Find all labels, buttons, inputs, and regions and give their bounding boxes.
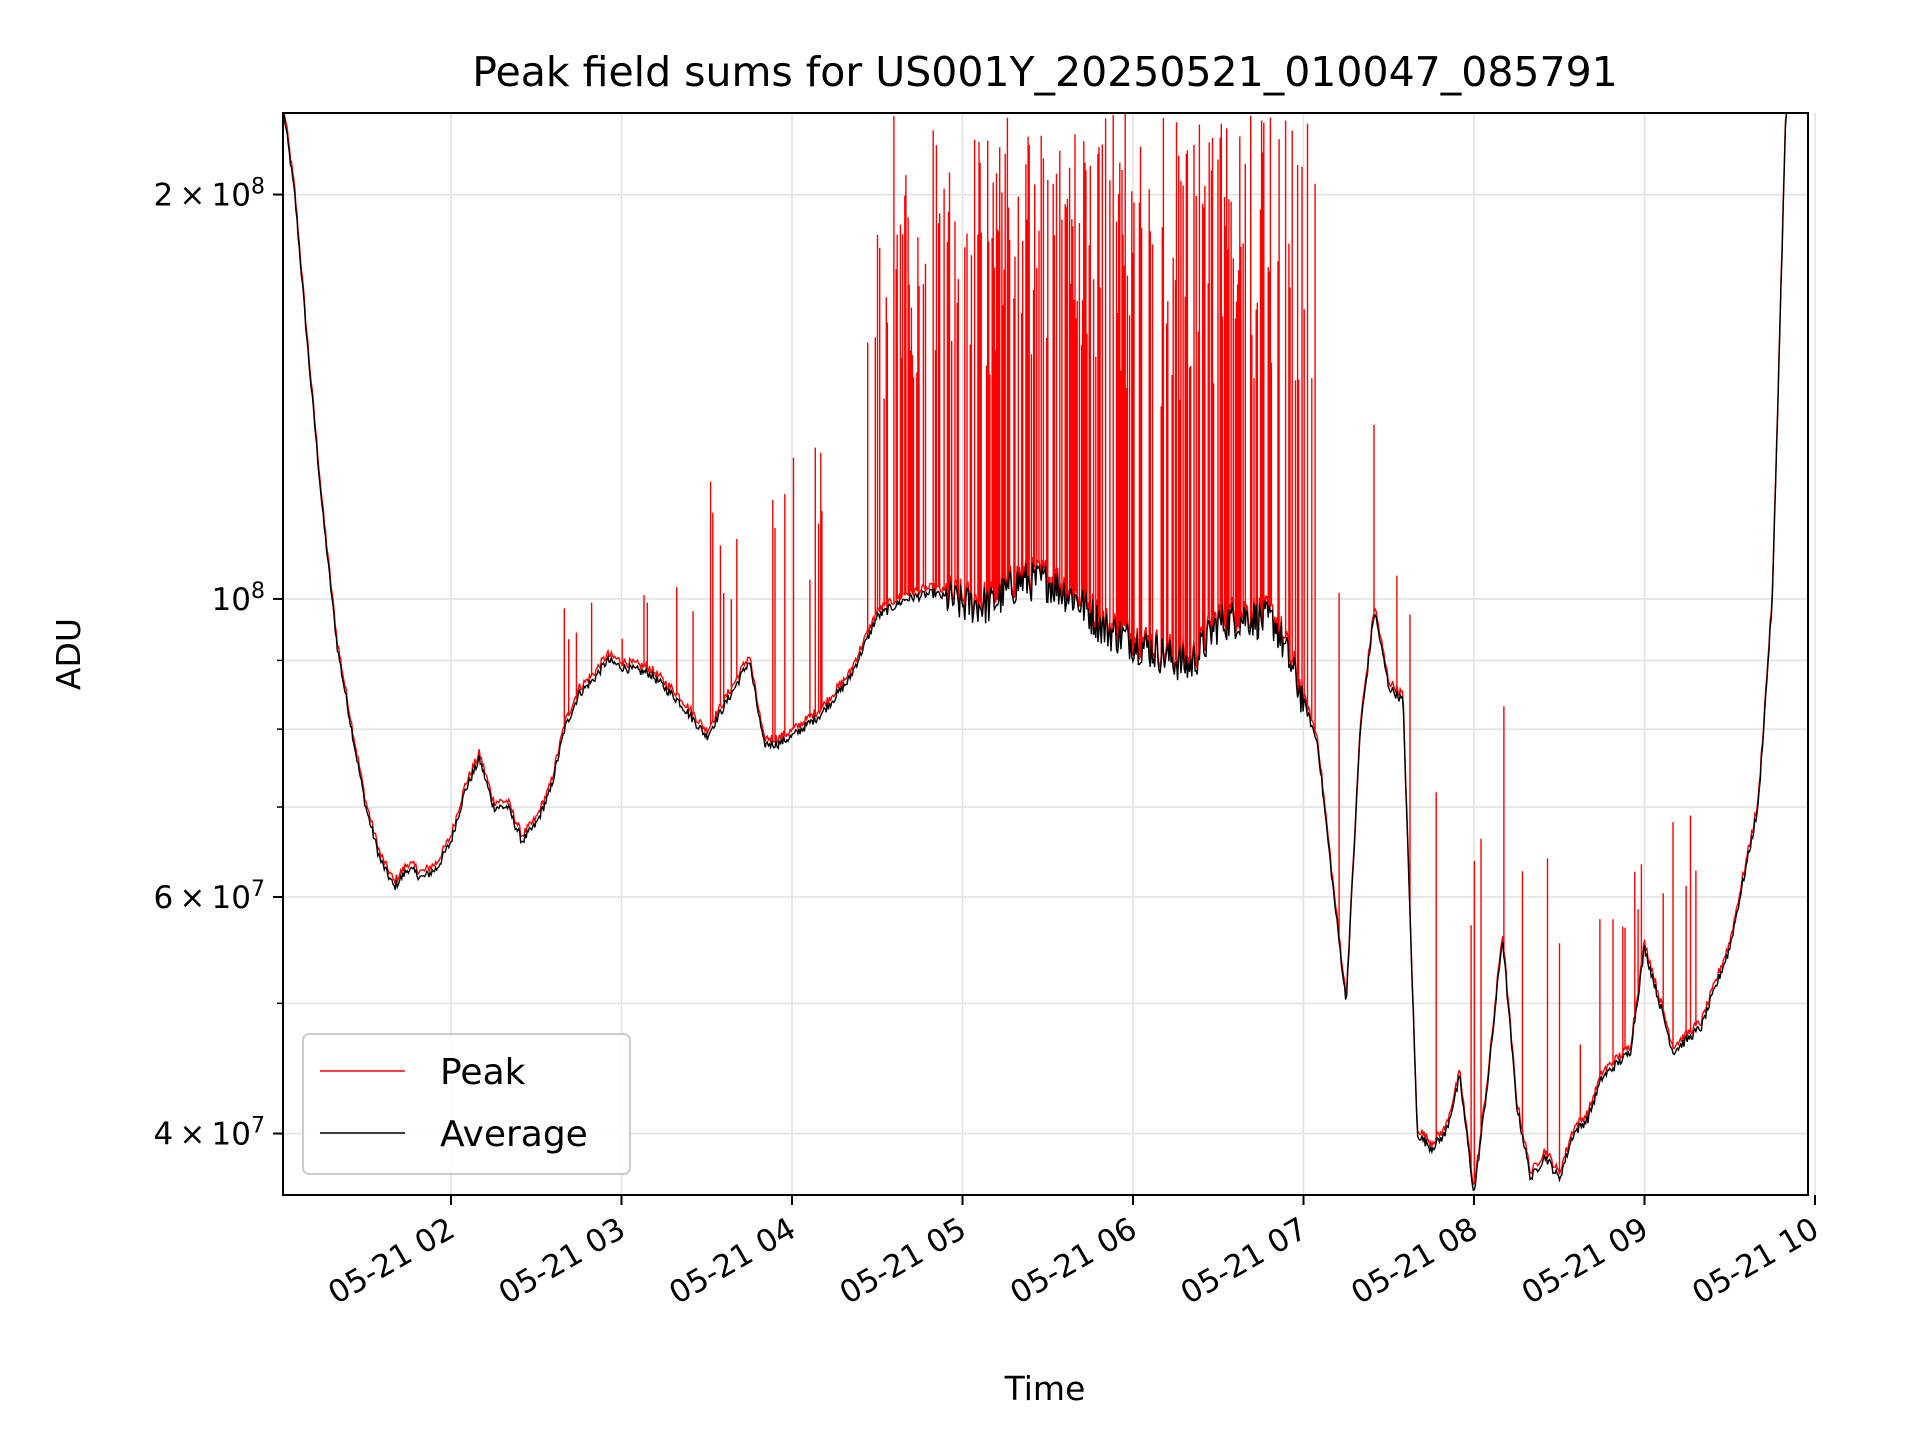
legend-box xyxy=(302,1033,631,1175)
plot-series xyxy=(283,113,1808,1191)
y-axis-ticks: 4 × 107 6 × 107 108 2 × 108 xyxy=(153,175,283,1153)
y-tick-label: 4 × 107 xyxy=(153,1114,265,1153)
y-tick-label: 6 × 107 xyxy=(153,877,265,916)
legend: Peak Average xyxy=(302,1033,631,1175)
y-axis-label: ADU xyxy=(49,618,88,690)
x-axis-label: Time xyxy=(1004,1369,1086,1408)
y-tick-label: 2 × 108 xyxy=(153,175,265,214)
y-tick-label: 108 xyxy=(212,579,265,618)
plot-frame xyxy=(282,112,1809,1196)
legend-label-peak: Peak xyxy=(440,1052,526,1093)
legend-label-average: Average xyxy=(440,1114,588,1155)
chart-title: Peak field sums for US001Y_20250521_0100… xyxy=(472,48,1618,96)
grid-lines xyxy=(283,113,1816,1195)
series-line-average xyxy=(283,113,1808,1191)
